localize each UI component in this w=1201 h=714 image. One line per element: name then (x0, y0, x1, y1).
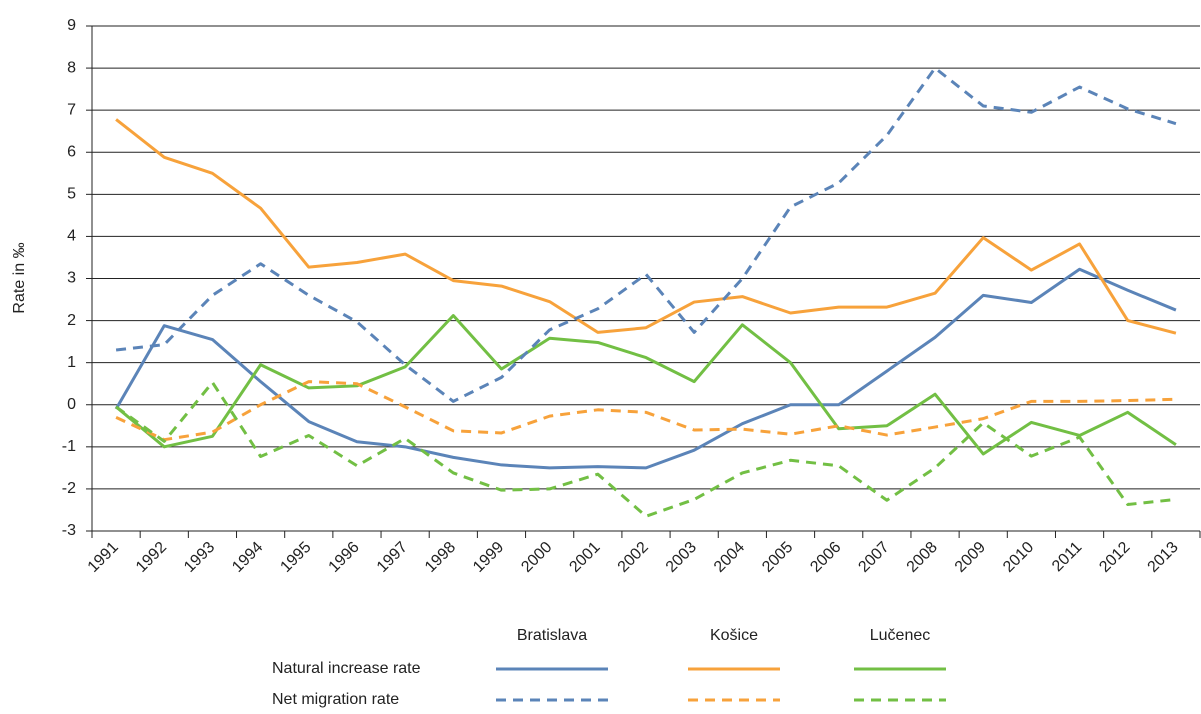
y-tick-label: -1 (62, 438, 76, 455)
y-tick-label: 9 (67, 17, 76, 34)
x-tick-label: 2003 (663, 539, 700, 576)
x-tick-label: 2001 (566, 539, 603, 576)
x-tick-label: 2006 (807, 539, 844, 576)
y-tick-label: 1 (67, 354, 76, 371)
x-tick-label: 1998 (422, 539, 459, 576)
x-tick-label: 2008 (904, 539, 941, 576)
x-tick-label: 2013 (1145, 539, 1182, 576)
x-tick-label: 2004 (711, 539, 748, 576)
legend-column-label: Lučenec (870, 627, 931, 644)
series-line (115, 118, 1177, 335)
y-tick-label: 7 (67, 101, 76, 118)
y-tick-label: 8 (67, 59, 76, 76)
x-tick-label: 1997 (374, 539, 411, 576)
legend-column-label: Košice (710, 627, 758, 644)
series-line (115, 314, 1177, 456)
x-tick-label: 2010 (1000, 539, 1037, 576)
y-tick-label: -3 (62, 522, 76, 539)
x-tick-label: 2009 (952, 539, 989, 576)
legend-column-label: Bratislava (517, 627, 587, 644)
x-tick-label: 2002 (615, 539, 652, 576)
legend-row-label: Net migration rate (272, 691, 399, 708)
y-tick-label: 2 (67, 312, 76, 329)
series-line (115, 380, 1176, 442)
y-tick-label: 4 (67, 228, 76, 245)
y-tick-label: 6 (67, 143, 76, 160)
y-axis-label: Rate in ‰ (11, 242, 28, 313)
x-tick-label: 2012 (1096, 539, 1133, 576)
legend-row-label: Natural increase rate (272, 660, 421, 677)
x-tick-label: 1995 (277, 539, 314, 576)
series-line (115, 66, 1177, 403)
y-tick-label: 0 (67, 396, 76, 413)
x-tick-label: 2011 (1049, 539, 1085, 575)
y-tick-label: 3 (67, 270, 76, 287)
x-tick-label: 1996 (326, 539, 363, 576)
x-tick-label: 1999 (470, 539, 507, 576)
x-tick-label: 2007 (855, 539, 892, 576)
x-tick-label: 1994 (229, 539, 266, 576)
series-line (114, 267, 1177, 470)
x-tick-label: 2000 (518, 539, 555, 576)
x-tick-label: 1992 (133, 539, 170, 576)
y-tick-label: -2 (62, 480, 76, 497)
series-line (115, 380, 1177, 518)
x-tick-label: 1993 (181, 539, 218, 576)
y-tick-label: 5 (67, 186, 76, 203)
x-tick-label: 2005 (759, 539, 796, 576)
x-tick-label: 1991 (85, 539, 122, 576)
